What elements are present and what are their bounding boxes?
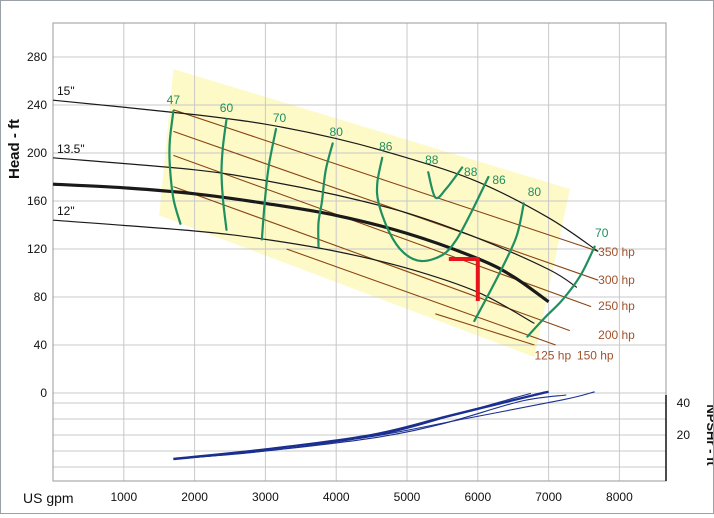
x-tick-label: 2000 [181,490,208,504]
y-tick-label: 40 [34,338,48,352]
power-lines-layer [173,109,599,346]
power-label: 350 hp [598,245,635,259]
power-label: 125 hp [534,348,571,362]
y-tick-label: 200 [27,146,47,160]
x-axis-title: US gpm [23,490,74,506]
npshr-curve [173,392,532,460]
y2-tick-label: 40 [677,396,691,410]
efficiency-contour-86 [375,156,490,263]
y-tick-label: 240 [27,98,47,112]
efficiency-label: 86 [379,140,393,154]
efficiency-label: 60 [220,101,234,115]
plot-frame [52,22,667,482]
x-tick-label: 1000 [110,490,137,504]
power-line-150-hp [286,248,556,346]
impeller-label: 12" [57,204,75,218]
power-line-250-hp [173,154,592,308]
x-tick-label: 6000 [464,490,491,504]
y2-axis-title: NPSHr - ft [704,404,713,466]
efficiency-contour-47 [168,109,182,225]
operating-region [159,69,570,357]
y-tick-label: 0 [40,386,47,400]
x-tick-label: 7000 [535,490,562,504]
efficiency-label: 47 [167,93,181,107]
efficiency-label: 88 [425,153,439,167]
efficiency-label: 88 [464,165,478,179]
power-label: 300 hp [598,273,635,287]
y-axis-title: Head - ft [6,119,23,179]
npshr-curve [173,391,595,460]
impeller-label: 15" [57,84,75,98]
efficiency-contour-80 [317,142,334,248]
efficiency-label: 86 [492,173,506,187]
efficiency-contours-layer [168,109,596,338]
efficiency-contour-70 [260,127,278,241]
power-line-125-hp [435,313,535,346]
y-tick-label: 120 [27,242,47,256]
y-tick-label: 280 [27,50,47,64]
x-tick-label: 8000 [606,490,633,504]
efficiency-contour-80 [473,202,525,323]
impeller-curve-15in [52,99,599,252]
npshr-curves-layer [173,390,595,461]
power-label: 250 hp [598,299,635,313]
power-line-300-hp [173,130,599,281]
impeller-curve-13.5in [52,157,578,288]
impeller-curve-selected [52,182,550,304]
power-label: 150 hp [577,348,614,362]
x-tick-label: 5000 [394,490,421,504]
efficiency-contour-88 [427,166,464,200]
y2-tick-label: 20 [677,428,691,442]
power-label: 200 hp [598,328,635,342]
efficiency-contour-70 [526,245,596,338]
impeller-label: 13.5" [57,142,85,156]
efficiency-label: 80 [330,125,344,139]
y-tick-label: 160 [27,194,47,208]
efficiency-contour-60 [220,118,228,231]
labels-layer: 1000 2000 3000 4000 5000 6000 7000 8000 0 40 80 120… [27,50,690,504]
efficiency-label: 70 [273,111,287,125]
npshr-curve [173,390,549,461]
operating-point-layer [448,257,480,301]
x-tick-label: 3000 [252,490,279,504]
impeller-curves-layer [52,99,599,324]
efficiency-label: 80 [528,185,542,199]
y-tick-label: 80 [34,290,48,304]
operating-region-layer [159,69,570,357]
x-tick-label: 4000 [323,490,350,504]
operating-point-marker [448,257,480,301]
efficiency-label: 70 [595,226,609,240]
npshr-curve [173,394,567,460]
power-line-350-hp [173,109,599,252]
